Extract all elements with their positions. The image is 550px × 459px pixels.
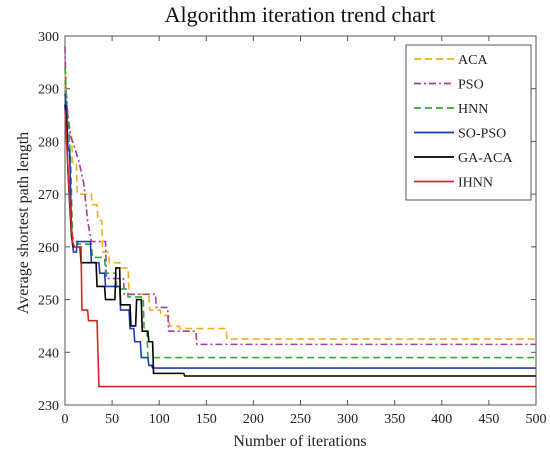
x-tick-label: 400	[431, 412, 452, 427]
x-tick-label: 200	[243, 412, 264, 427]
y-tick-label: 280	[38, 135, 59, 150]
x-axis-title: Number of iterations	[233, 433, 366, 450]
y-tick-label: 270	[38, 188, 59, 203]
x-tick-label: 350	[384, 412, 405, 427]
x-tick-label: 100	[149, 412, 170, 427]
y-tick-label: 240	[38, 346, 59, 361]
series-line-pso	[64, 46, 536, 346]
x-tick-label: 150	[196, 412, 217, 427]
x-tick-label: 0	[62, 412, 69, 427]
legend-label: HNN	[458, 102, 488, 117]
legend-label: GA-ACA	[458, 151, 513, 166]
chart-title: Algorithm iteration trend chart	[165, 2, 436, 27]
legend-label: IHNN	[458, 176, 493, 191]
legend-label: SO-PSO	[458, 127, 506, 142]
x-tick-label: 50	[105, 412, 119, 427]
y-tick-label: 260	[38, 241, 59, 256]
legend-label: PSO	[458, 78, 484, 93]
legend-label: ACA	[458, 53, 488, 68]
legend-box	[405, 44, 532, 201]
x-tick-label: 500	[526, 412, 547, 427]
series-line-ihnn	[64, 109, 536, 388]
x-tick-label: 250	[290, 412, 311, 427]
x-tick-label: 300	[337, 412, 358, 427]
y-tick-label: 290	[38, 83, 59, 98]
y-tick-label: 300	[38, 30, 59, 45]
y-axis-title: Average shortest path length	[15, 132, 32, 314]
y-tick-label: 230	[38, 399, 59, 414]
x-tick-label: 450	[478, 412, 499, 427]
y-tick-label: 250	[38, 294, 59, 309]
series-line-aca	[64, 62, 536, 340]
